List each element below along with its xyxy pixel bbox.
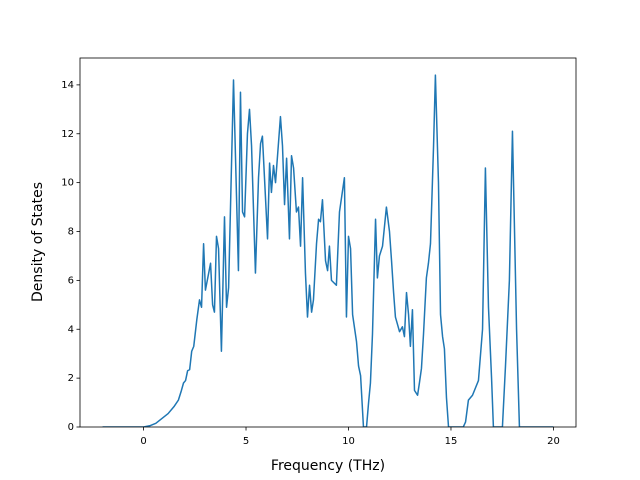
- y-tick-label: 8: [68, 227, 74, 238]
- plot-frame: [79, 57, 577, 428]
- x-tick-label: 20: [547, 436, 560, 447]
- x-tick-label: 5: [243, 436, 249, 447]
- x-tick-label: 0: [140, 436, 146, 447]
- y-tick-label: 0: [68, 422, 74, 433]
- y-tick-label: 14: [61, 80, 74, 91]
- y-tick-label: 2: [68, 373, 74, 384]
- x-axis-label: Frequency (THz): [271, 458, 385, 474]
- y-tick-label: 4: [68, 324, 74, 335]
- x-tick-label: 10: [342, 436, 355, 447]
- y-axis-label: Density of States: [30, 182, 46, 302]
- y-tick-label: 10: [61, 178, 74, 189]
- y-tick-label: 12: [61, 129, 74, 140]
- line: [102, 74, 554, 427]
- y-tick-label: 6: [68, 275, 74, 286]
- x-tick-label: 15: [445, 436, 458, 447]
